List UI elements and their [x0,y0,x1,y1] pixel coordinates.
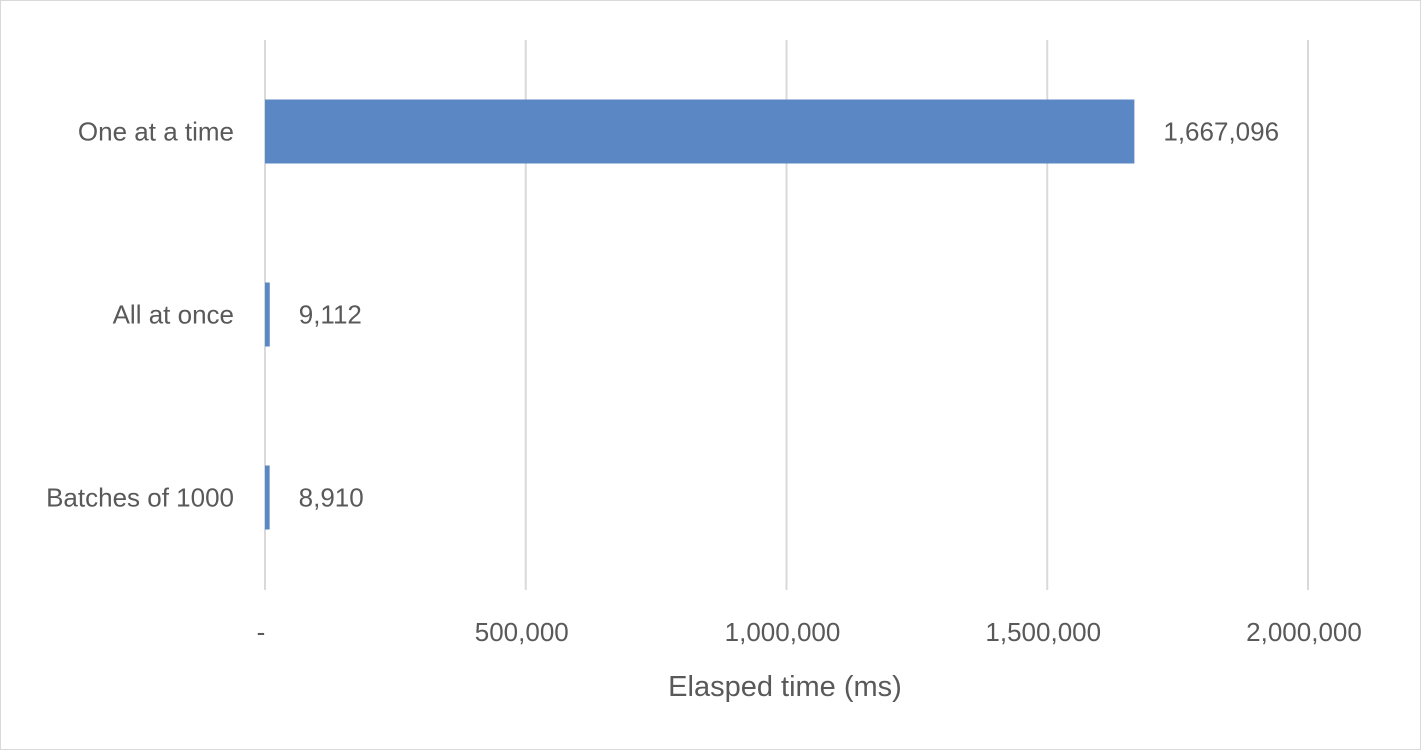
category-label: Batches of 1000 [46,483,234,513]
bar [265,465,270,530]
x-tick-label: 1,000,000 [725,617,841,647]
category-labels: One at a time All at once Batches of 1000 [46,117,234,513]
data-label: 8,910 [299,483,364,513]
x-tick-labels: - 500,000 1,000,000 1,500,000 2,000,000 [257,617,1362,647]
x-tick-label: - [257,617,266,647]
category-label: One at a time [78,117,234,147]
bar [265,282,270,347]
x-tick-label: 500,000 [475,617,569,647]
x-axis-title: Elasped time (ms) [668,671,902,703]
x-tick-label: 2,000,000 [1246,617,1362,647]
category-label: All at once [113,300,234,330]
bar [265,99,1135,164]
data-label: 1,667,096 [1163,117,1279,147]
data-labels: 1,667,096 9,112 8,910 [299,117,1279,513]
data-label: 9,112 [299,300,362,330]
bars [265,99,1135,530]
x-tick-label: 1,500,000 [985,617,1101,647]
